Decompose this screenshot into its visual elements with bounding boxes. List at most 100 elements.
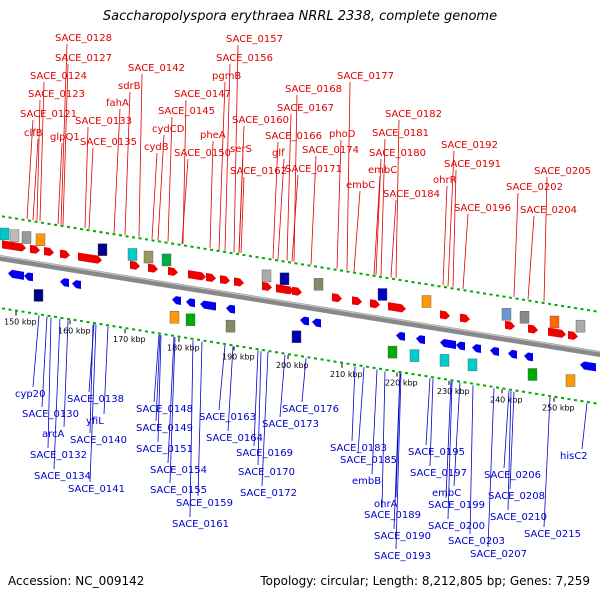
bottom-gene-leader [509, 391, 515, 490]
feature-block [527, 368, 538, 381]
top-gene-label: SACE_0204 [520, 205, 577, 216]
top-gene-leader [240, 176, 245, 254]
bottom-gene-leader [469, 385, 474, 535]
bottom-tick-mark [469, 382, 474, 385]
top-gene-label: SACE_0192 [441, 140, 498, 151]
bottom-gene-leader [169, 337, 176, 484]
feature-block [439, 354, 450, 367]
top-tick-mark [333, 268, 337, 271]
bottom-tick-mark [14, 309, 19, 312]
top-tick-mark [151, 239, 155, 242]
bottom-gene-leader [507, 391, 512, 511]
top-gene-leader [395, 119, 400, 278]
top-tick-mark [300, 263, 305, 266]
top-gene-label: SACE_0182 [385, 109, 442, 120]
top-tick-mark [320, 266, 324, 269]
bottom-gene-label: SACE_0172 [240, 488, 297, 499]
top-gene-label: SACE_0145 [158, 106, 215, 117]
top-gene-leader [286, 113, 292, 261]
bottom-gene-leader [301, 358, 307, 403]
bottom-tick-mark [450, 379, 454, 382]
bottom-tick-mark [586, 400, 591, 404]
forward-gene-arrow [292, 286, 302, 296]
bottom-gene-label: embB [352, 476, 381, 487]
bottom-tick-mark [547, 394, 552, 398]
feature-block [143, 250, 154, 264]
top-tick-mark [482, 292, 487, 295]
forward-gene-arrow [460, 313, 470, 323]
bottom-gene-label: SACE_0190 [374, 531, 431, 542]
top-gene-leader [88, 147, 94, 229]
top-gene-leader [124, 91, 131, 235]
bottom-tick-mark [190, 337, 194, 340]
top-tick-mark [586, 308, 591, 312]
bottom-tick-mark [1, 307, 6, 310]
bottom-tick-mark [92, 321, 97, 325]
forward-gene-arrow [60, 249, 70, 259]
bottom-tick-mark [443, 378, 448, 381]
top-gene-leader [151, 152, 158, 240]
top-tick-mark [450, 287, 454, 290]
bottom-tick-mark [261, 348, 266, 352]
forward-gene-arrow [188, 270, 206, 281]
bottom-tick-mark [73, 318, 77, 322]
top-tick-mark [92, 229, 97, 233]
bottom-tick-mark [79, 319, 84, 323]
forward-gene-arrow [388, 302, 406, 313]
bottom-gene-label: SACE_0208 [488, 491, 545, 502]
top-tick-mark [391, 277, 396, 281]
forward-gene-arrow [234, 277, 244, 287]
reverse-gene-arrow [508, 349, 517, 359]
top-gene-label: SACE_0124 [30, 71, 87, 82]
feature-block [313, 278, 324, 291]
reverse-gene-arrow [580, 361, 596, 372]
top-tick-mark [170, 242, 175, 245]
bottom-tick-mark [326, 359, 331, 362]
forward-gene-arrow [352, 296, 362, 306]
bottom-tick-mark [229, 343, 233, 347]
bottom-gene-leader [543, 397, 551, 528]
bottom-tick-mark [385, 368, 389, 372]
top-tick-mark [313, 265, 318, 268]
bottom-gene-label: SACE_0161 [172, 519, 229, 530]
bottom-tick-mark [593, 401, 597, 405]
top-tick-mark [463, 289, 467, 292]
top-gene-label: SACE_0181 [372, 128, 429, 139]
top-tick-mark [326, 267, 331, 270]
top-tick-mark [411, 280, 415, 284]
top-tick-mark [430, 283, 435, 287]
bottom-tick-mark [560, 396, 565, 400]
bottom-gene-label: SACE_0141 [68, 484, 125, 495]
bottom-tick-mark [437, 377, 441, 380]
top-tick-mark [235, 252, 240, 256]
bottom-tick-mark [21, 310, 25, 313]
reverse-gene-arrow [312, 318, 321, 328]
feature-block [575, 319, 586, 333]
bottom-gene-label: ohrA [374, 499, 398, 510]
top-tick-mark [508, 296, 513, 299]
reverse-gene-arrow [24, 272, 33, 282]
top-gene-label: SACE_0174 [302, 145, 359, 156]
bottom-tick-mark [105, 323, 110, 327]
bottom-gene-leader [581, 403, 588, 450]
feature-block [161, 253, 172, 267]
bottom-gene-leader [157, 335, 162, 443]
top-tick-mark [73, 226, 77, 230]
bottom-gene-leader [453, 382, 461, 487]
bottom-tick-mark [521, 390, 526, 394]
top-gene-label: SACE_0156 [216, 53, 273, 64]
bottom-gene-label: SACE_0138 [67, 394, 124, 405]
reverse-gene-arrow [60, 278, 69, 288]
bottom-gene-label: SACE_0189 [364, 510, 421, 521]
forward-gene-arrow [528, 324, 538, 334]
bottom-tick-mark [554, 395, 558, 399]
bottom-tick-mark [313, 357, 318, 360]
bottom-tick-mark [86, 320, 90, 324]
scale-label: 250 kbp [542, 404, 575, 413]
feature-block [225, 319, 236, 333]
bottom-tick-mark [27, 311, 32, 314]
bottom-gene-label: SACE_0155 [150, 485, 207, 496]
scale-label: 150 kbp [4, 318, 37, 327]
